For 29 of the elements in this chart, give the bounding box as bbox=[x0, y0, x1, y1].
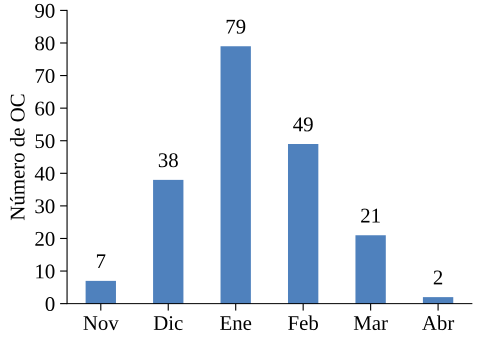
bar bbox=[153, 180, 184, 304]
x-tick-label: Nov bbox=[83, 316, 119, 330]
data-label: 7 bbox=[96, 254, 106, 268]
y-tick-label: 20 bbox=[35, 232, 54, 246]
x-tick-label: Abr bbox=[422, 315, 454, 330]
y-tick-label: 70 bbox=[36, 68, 54, 83]
bar bbox=[86, 280, 116, 304]
bar bbox=[220, 46, 251, 304]
data-label: 49 bbox=[293, 117, 313, 132]
data-label: 79 bbox=[226, 20, 246, 34]
bar bbox=[422, 297, 454, 304]
data-label: 38 bbox=[158, 153, 178, 168]
y-tick-label: 0 bbox=[46, 297, 54, 312]
x-tick-label: Mar bbox=[354, 316, 388, 330]
bar bbox=[355, 235, 386, 304]
data-label: 2 bbox=[434, 270, 442, 284]
x-tick-label: Ene bbox=[220, 316, 252, 330]
bar bbox=[288, 144, 318, 304]
y-tick-label: 10 bbox=[36, 264, 54, 278]
y-tick-label: 80 bbox=[35, 36, 54, 50]
x-tick-label: Feb bbox=[288, 315, 318, 330]
y-axis-title: Número de OC bbox=[10, 94, 25, 220]
y-tick-label: 30 bbox=[35, 199, 54, 214]
y-tick-label: 90 bbox=[35, 4, 54, 18]
y-tick-label: 40 bbox=[34, 166, 54, 181]
y-tick-label: 60 bbox=[35, 102, 54, 116]
data-label: 21 bbox=[361, 208, 380, 222]
y-tick-label: 50 bbox=[36, 134, 54, 148]
x-tick-label: Dic bbox=[154, 316, 183, 330]
